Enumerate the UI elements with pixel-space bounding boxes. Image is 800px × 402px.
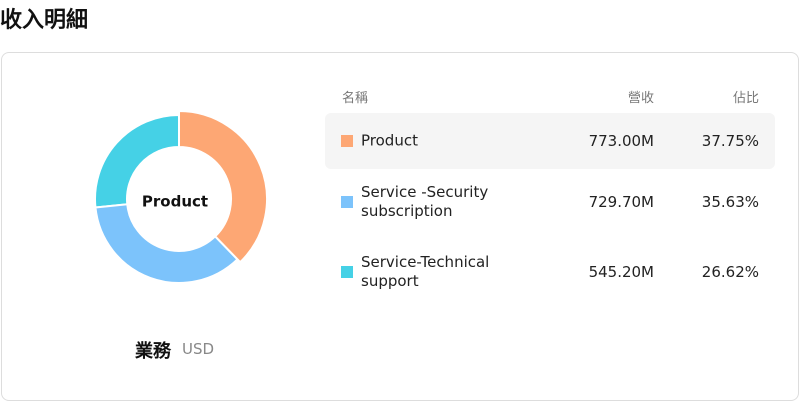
row-share: 37.75% (701, 132, 759, 150)
row-revenue: 545.20M (588, 263, 654, 281)
unit-label: USD (182, 340, 215, 358)
center-label: Product (142, 193, 208, 211)
table-row[interactable]: Service-Technical support 545.20M 26.62% (325, 244, 775, 300)
row-name: Product (361, 131, 418, 150)
row-share: 35.63% (701, 193, 759, 211)
row-name: Service-Technical support (361, 253, 490, 290)
legend-swatch (341, 266, 353, 278)
header-name: 名稱 (342, 91, 369, 106)
chart-caption: 業務 (135, 341, 171, 362)
header-share: 佔比 (732, 91, 759, 106)
row-name: Service -Security subscription (361, 183, 489, 220)
row-revenue: 729.70M (588, 193, 654, 211)
row-revenue: 773.00M (588, 132, 654, 150)
legend-swatch (341, 196, 353, 208)
header-revenue: 營收 (627, 91, 654, 106)
row-share: 26.62% (701, 263, 759, 281)
legend-swatch (341, 135, 353, 147)
donut-segment[interactable] (94, 203, 239, 284)
table-row[interactable]: Product 773.00M 37.75% (325, 113, 775, 169)
page-title: 收入明細 (0, 8, 89, 33)
table-row[interactable]: Service -Security subscription 729.70M 35.… (325, 174, 775, 230)
donut-segment[interactable] (178, 109, 268, 264)
card (1, 52, 799, 401)
